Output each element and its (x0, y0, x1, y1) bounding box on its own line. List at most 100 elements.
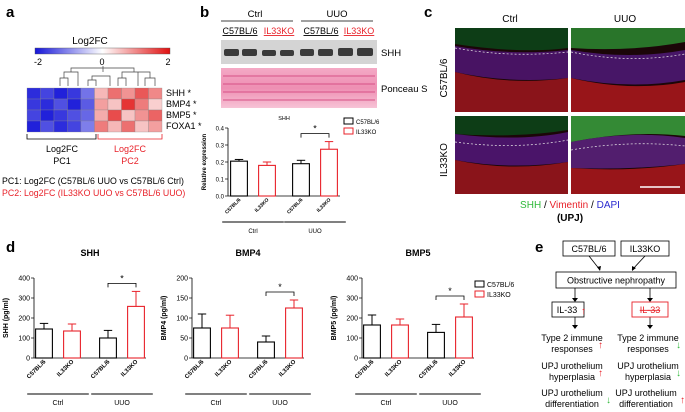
micrograph-ctrl-il33ko (454, 116, 569, 194)
outcome-left: Type 2 immune (541, 333, 603, 343)
group-label: Ctrl (53, 400, 64, 407)
heatmap-cell (26, 109, 41, 122)
y-tick-label: 0.0 (216, 195, 225, 201)
heatmap-cell (107, 109, 122, 122)
y-tick-label: 100 (176, 316, 188, 323)
y-tick-label: 400 (346, 276, 358, 283)
band-label-shh: SHH (381, 48, 401, 59)
box-obstructive (555, 271, 677, 289)
y-tick-label: 0.3 (216, 144, 225, 150)
heatmap-cell (94, 87, 109, 100)
up-arrow-red: ↑ (581, 306, 586, 317)
pc1-label: PC1 (53, 156, 71, 166)
shh-bands (224, 48, 373, 56)
heatmap-cell (94, 109, 109, 122)
pc2-legend: PC2: Log2FC (IL33KO UUO vs C57BL/6 UUO) (2, 188, 185, 198)
box-il33-c57 (551, 301, 585, 318)
category-label: IL33KO (120, 359, 139, 378)
y-tick-label: 0 (184, 356, 188, 363)
legend-label: C57BL/6 (487, 282, 514, 289)
heatmap-cell (80, 109, 95, 122)
colorbar-tick: 2 (165, 57, 170, 67)
heatmap-cell (40, 120, 55, 133)
heatmap-cell (121, 98, 136, 111)
panel-label-d: d (6, 239, 15, 256)
bar (258, 164, 276, 197)
outcome-left: UPJ urothelium (541, 388, 603, 398)
heatmap-cell (67, 109, 82, 122)
bar (391, 324, 409, 359)
bar (127, 305, 145, 359)
gene-label: BMP5 * (166, 110, 197, 120)
y-axis-label: SHH (pg/ml) (3, 298, 10, 338)
heatmap-grid (26, 87, 163, 133)
bar (427, 331, 445, 359)
label-il33ko: IL33KO (630, 244, 661, 254)
label-c57: C57BL/6 (571, 244, 606, 254)
up-arrow-red: ↑ (598, 340, 603, 351)
heatmap-cell (134, 120, 149, 133)
y-tick-label: 300 (346, 296, 358, 303)
outcome-left: differentiation (545, 399, 599, 409)
outcome-right: UPJ urothelium (615, 388, 677, 398)
micrograph-ctrl-c57 (454, 28, 569, 112)
up-arrow-red: ↑ (598, 368, 603, 379)
group-label: UUO (272, 400, 288, 407)
group-label: UUO (114, 400, 130, 407)
y-axis-label: Relative expression (202, 133, 208, 190)
heatmap-cell (26, 87, 41, 100)
heatmap-cell (67, 87, 82, 100)
bar (230, 160, 248, 197)
significance-star: * (278, 282, 282, 292)
down-arrow-green: ↓ (606, 395, 611, 406)
chart-b-relative-expression: SHH 0.0 0.1 0.2 0.3 0.4 Relative expression C57… (202, 116, 380, 235)
bar (35, 328, 53, 359)
lane-label: IL33KO (344, 26, 375, 36)
panel-label-c: c (424, 4, 432, 21)
down-arrow-green: ↓ (676, 368, 681, 379)
panel-label-e: e (535, 239, 543, 256)
y-tick-label: 400 (18, 276, 30, 283)
y-tick-label: 300 (18, 296, 30, 303)
heatmap-cell (94, 98, 109, 111)
heatmap-cell (80, 98, 95, 111)
pc1-label: Log2FC (46, 144, 79, 154)
legend-swatch (474, 290, 485, 298)
heatmap-cell (121, 120, 136, 133)
group-label: Ctrl (248, 229, 257, 235)
micrograph-uuo-il33ko (570, 116, 685, 194)
y-tick-label: 100 (18, 336, 30, 343)
panel-a-heatmap: Log2FC -2 0 2 SHH * BMP4 * BMP5 * FOXA1 … (2, 36, 202, 198)
pc2-bracket (97, 134, 163, 140)
colorbar-tick: -2 (34, 57, 42, 67)
heatmap-cell (134, 87, 149, 100)
dendrogram (59, 66, 156, 86)
panel-label-b: b (200, 4, 209, 21)
heatmap-cell (80, 120, 95, 133)
col-label: UUO (614, 14, 636, 25)
arrowhead (632, 266, 636, 271)
y-tick-label: 0.4 (216, 127, 225, 133)
significance-star: * (448, 286, 452, 296)
significance-star: * (313, 124, 317, 134)
legend-label: C57BL/6 (356, 120, 380, 126)
outcome-left: hyperplasia (549, 372, 595, 382)
chart-title: BMP5 (405, 248, 430, 258)
y-tick-label: 100 (346, 336, 358, 343)
heatmap-cell (107, 120, 122, 133)
ponceau-blot (221, 68, 377, 108)
y-tick-label: 0.1 (216, 178, 225, 184)
outcome-left: responses (551, 344, 593, 354)
heatmap-cell (53, 98, 68, 111)
category-label: C57BL/6 (90, 359, 112, 381)
bar (99, 337, 117, 359)
colorbar-tick: 0 (99, 57, 104, 67)
y-tick-label: 150 (176, 296, 188, 303)
heatmap-cell (148, 120, 163, 133)
category-label: IL33KO (384, 359, 403, 378)
micrograph-uuo-c57 (570, 28, 685, 112)
lane-label: IL33KO (264, 26, 295, 36)
y-tick-label: 0 (26, 356, 30, 363)
y-tick-label: 0 (354, 356, 358, 363)
gene-label: BMP4 * (166, 99, 197, 109)
